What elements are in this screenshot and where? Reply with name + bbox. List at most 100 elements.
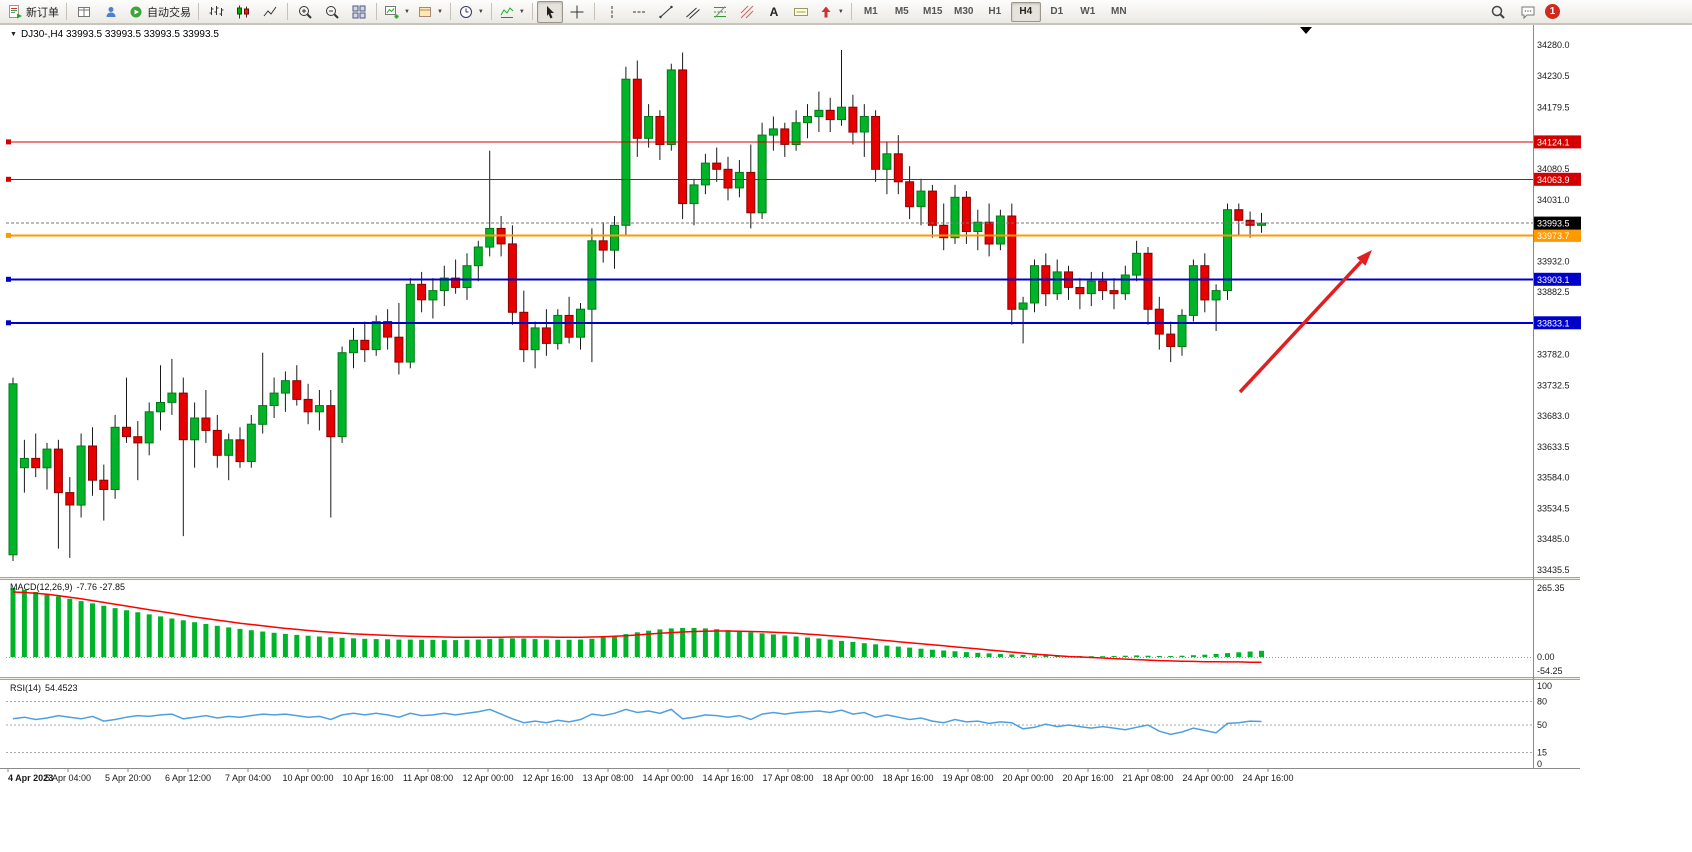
chart-preset-icon: [417, 4, 433, 20]
macd-label: MACD(12,26,9) -7.76 -27.85: [10, 582, 129, 592]
chart-profiles-button[interactable]: ▼: [414, 1, 446, 23]
svg-text:4 Apr 2023: 4 Apr 2023: [8, 773, 53, 783]
timeframe-W1-button[interactable]: W1: [1080, 6, 1096, 17]
svg-text:14 Apr 00:00: 14 Apr 00:00: [642, 773, 693, 783]
svg-text:33932.0: 33932.0: [1537, 256, 1570, 266]
svg-text:33485.0: 33485.0: [1537, 534, 1570, 544]
new-chart-button[interactable]: ▼: [381, 1, 413, 23]
svg-text:-54.25: -54.25: [1537, 666, 1563, 676]
price-badge-current: 33993.5: [1534, 216, 1581, 230]
candles-icon: [235, 4, 251, 20]
trendline-icon: [658, 4, 674, 20]
vertical-line-button[interactable]: [599, 1, 625, 23]
price-axis: 34280.0 34230.5 34179.5 34080.5 34031.0 33932…: [1537, 40, 1570, 575]
timeframe-H1-button[interactable]: H1: [988, 6, 1002, 17]
svg-text:6 Apr 12:00: 6 Apr 12:00: [165, 773, 211, 783]
hline-anchor[interactable]: [6, 176, 11, 182]
svg-text:33683.0: 33683.0: [1537, 411, 1570, 421]
svg-text:34031.0: 34031.0: [1537, 195, 1570, 205]
zoom-out-icon: [324, 4, 340, 20]
hline-anchor[interactable]: [6, 232, 11, 238]
rsi-panel: 100 80 50 15 0: [6, 681, 1552, 769]
svg-text:33633.5: 33633.5: [1537, 442, 1570, 452]
svg-text:5 Apr 04:00: 5 Apr 04:00: [45, 773, 91, 783]
autotrade-label: 自动交易: [147, 6, 191, 19]
market-watch-button[interactable]: [71, 1, 97, 23]
grid-icon: [739, 4, 755, 20]
chart-ohlc-header: ▼ DJ30-,H4 33993.5 33993.5 33993.5 33993…: [10, 29, 219, 40]
svg-text:18 Apr 16:00: 18 Apr 16:00: [882, 773, 933, 783]
timeframe-MN-button[interactable]: MN: [1110, 6, 1127, 17]
price-badge-line: 33833.1: [1534, 316, 1581, 330]
tile-windows-button[interactable]: [346, 1, 372, 23]
hline-anchor[interactable]: [6, 139, 11, 145]
indicators-button[interactable]: ▼: [496, 1, 528, 23]
horizontal-line-button[interactable]: [626, 1, 652, 23]
svg-text:33973.7: 33973.7: [1537, 231, 1570, 241]
timeframe-M5-button[interactable]: M5: [894, 6, 909, 17]
person-icon: [103, 4, 119, 20]
toolbar: 新订单 自动交易 ▼ ▼ ▼ ▼ A ▼ M1 M5 M15 M30 H1 H4 D1 W1 MN 1: [0, 0, 1692, 24]
svg-text:15: 15: [1537, 747, 1547, 757]
timeframe-M30-button[interactable]: M30: [954, 6, 974, 17]
fibonacci-button[interactable]: [707, 1, 733, 23]
chart-title: DJ30-,H4 33993.5 33993.5 33993.5 33993.5: [20, 29, 219, 40]
toolbar-left-group: 新订单 自动交易 ▼ ▼ ▼ ▼ A ▼ M1 M5 M15 M30 H1 H4 D1 W1 MN: [4, 0, 1134, 23]
magnifier-icon: [1490, 4, 1506, 20]
svg-text:33732.5: 33732.5: [1537, 380, 1570, 390]
svg-text:33882.5: 33882.5: [1537, 287, 1570, 297]
svg-text:34124.1: 34124.1: [1537, 137, 1570, 147]
timeframe-H4-button[interactable]: H4: [1010, 1, 1041, 22]
chart-add-icon: [384, 4, 400, 20]
accounts-button[interactable]: [98, 1, 124, 23]
trendline-button[interactable]: [653, 1, 679, 23]
svg-text:34063.9: 34063.9: [1537, 175, 1570, 185]
svg-text:33833.1: 33833.1: [1537, 318, 1570, 328]
chart-shift-marker: [1300, 27, 1312, 34]
equidistant-channel-button[interactable]: [680, 1, 706, 23]
chat-icon: [1520, 4, 1536, 20]
new-order-label: 新订单: [26, 6, 59, 19]
trend-arrow[interactable]: [1238, 250, 1372, 394]
toolbar-separator: [593, 3, 595, 20]
toolbar-separator: [287, 3, 288, 20]
toolbar-separator: [376, 3, 377, 20]
line-chart-mode-button[interactable]: [257, 1, 283, 23]
linechart-icon: [262, 4, 278, 20]
cursor-button[interactable]: [536, 0, 563, 23]
svg-text:5 Apr 20:00: 5 Apr 20:00: [105, 773, 151, 783]
zoom-out-button[interactable]: [319, 1, 345, 23]
arrow-objects-button[interactable]: ▼: [815, 1, 847, 23]
gann-tools-button[interactable]: [734, 1, 760, 23]
text-button[interactable]: A: [761, 1, 787, 23]
chat-button[interactable]: [1515, 1, 1541, 23]
periods-button[interactable]: ▼: [455, 1, 487, 23]
svg-text:10 Apr 00:00: 10 Apr 00:00: [282, 773, 333, 783]
crosshair-button[interactable]: [564, 1, 590, 23]
channel-icon: [685, 4, 701, 20]
toolbar-right-group: 1: [1485, 1, 1560, 23]
svg-text:21 Apr 08:00: 21 Apr 08:00: [1122, 773, 1173, 783]
text-label-button[interactable]: [788, 1, 814, 23]
timeframe-M15-button[interactable]: M15: [923, 6, 943, 17]
timeframe-D1-button[interactable]: D1: [1050, 6, 1064, 17]
svg-text:265.35: 265.35: [1537, 583, 1565, 593]
vline-icon: [604, 4, 620, 20]
svg-text:33903.1: 33903.1: [1537, 275, 1570, 285]
new-order-button[interactable]: 新订单: [4, 1, 62, 23]
hline-anchor[interactable]: [6, 320, 11, 326]
svg-text:33782.0: 33782.0: [1537, 350, 1570, 360]
symbol-dropdown-icon[interactable]: ▼: [10, 31, 17, 38]
svg-text:10 Apr 16:00: 10 Apr 16:00: [342, 773, 393, 783]
indicator-icon: [499, 4, 515, 20]
autotrade-button[interactable]: 自动交易: [125, 1, 194, 23]
timeframe-M1-button[interactable]: M1: [863, 6, 878, 17]
svg-text:33435.5: 33435.5: [1537, 565, 1570, 575]
bar-chart-mode-button[interactable]: [203, 1, 229, 23]
zoom-in-button[interactable]: [292, 1, 318, 23]
candle-chart-mode-button[interactable]: [230, 1, 256, 23]
hline-anchor[interactable]: [6, 276, 11, 282]
notifications-badge[interactable]: 1: [1545, 4, 1560, 19]
search-button[interactable]: [1485, 1, 1511, 23]
